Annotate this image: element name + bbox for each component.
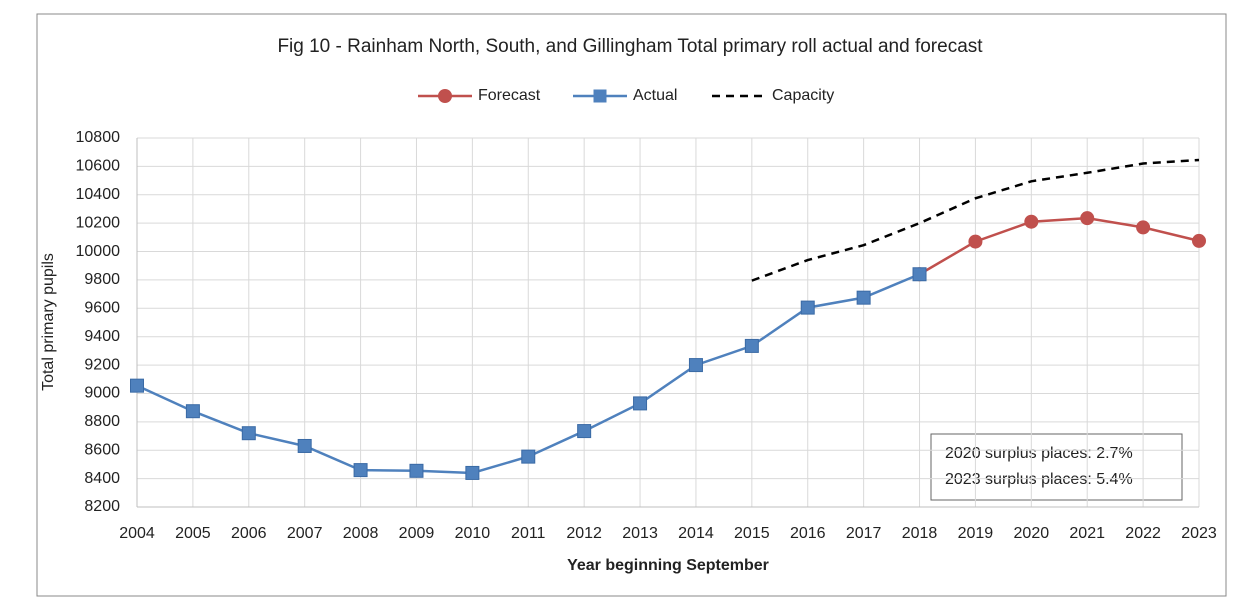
x-tick-label: 2009 bbox=[399, 525, 435, 542]
data-point bbox=[633, 396, 648, 411]
chart-frame bbox=[36, 13, 1227, 597]
x-tick-label: 2021 bbox=[1069, 525, 1105, 542]
data-point bbox=[912, 267, 927, 282]
data-point bbox=[353, 463, 368, 478]
y-tick-label: 9600 bbox=[84, 300, 120, 317]
y-tick-label: 10200 bbox=[76, 214, 121, 231]
data-point bbox=[409, 463, 424, 478]
x-tick-label: 2011 bbox=[511, 525, 546, 542]
x-tick-label: 2013 bbox=[622, 525, 658, 542]
x-tick-label: 2016 bbox=[790, 525, 826, 542]
x-tick-label: 2012 bbox=[566, 525, 602, 542]
data-point bbox=[1136, 220, 1151, 235]
chart-title: Fig 10 - Rainham North, South, and Gilli… bbox=[277, 36, 983, 57]
x-tick-label: 2015 bbox=[734, 525, 770, 542]
x-tick-label: 2020 bbox=[1014, 525, 1050, 542]
y-tick-label: 9800 bbox=[84, 271, 120, 288]
x-tick-label: 2006 bbox=[231, 525, 267, 542]
y-tick-label: 8800 bbox=[84, 413, 120, 430]
y-tick-label: 10000 bbox=[76, 243, 121, 260]
data-point bbox=[185, 404, 200, 419]
data-point bbox=[130, 378, 144, 393]
data-point bbox=[1080, 211, 1095, 226]
data-point bbox=[1192, 233, 1206, 248]
x-tick-label: 2023 bbox=[1181, 525, 1217, 542]
data-point bbox=[800, 300, 815, 315]
data-point bbox=[688, 358, 703, 373]
x-tick-label: 2014 bbox=[678, 525, 714, 542]
x-tick-label: 2007 bbox=[287, 525, 323, 542]
x-tick-label: 2022 bbox=[1125, 525, 1161, 542]
x-tick-label: 2005 bbox=[175, 525, 211, 542]
legend-label: Forecast bbox=[478, 87, 541, 104]
y-tick-label: 8600 bbox=[84, 441, 120, 458]
data-point bbox=[577, 424, 592, 439]
y-axis-label: Total primary pupils bbox=[40, 253, 57, 391]
data-point bbox=[744, 338, 759, 353]
series-line bbox=[751, 158, 1200, 282]
y-tick-label: 10800 bbox=[76, 129, 121, 146]
x-tick-label: 2017 bbox=[846, 525, 882, 542]
legend-label: Actual bbox=[633, 87, 677, 104]
annotation: 2020 surplus places: 2.7% bbox=[945, 445, 1133, 462]
legend-marker bbox=[593, 89, 607, 103]
legend-label: Capacity bbox=[772, 87, 834, 104]
x-tick-label: 2008 bbox=[343, 525, 379, 542]
x-tick-label: 2018 bbox=[902, 525, 938, 542]
x-tick-label: 2019 bbox=[958, 525, 994, 542]
y-tick-label: 8200 bbox=[84, 498, 120, 515]
y-tick-label: 9400 bbox=[84, 328, 120, 345]
data-point bbox=[856, 290, 871, 305]
data-point bbox=[1024, 214, 1039, 229]
annotation: 2023 surplus places: 5.4% bbox=[945, 471, 1133, 488]
data-point bbox=[521, 449, 536, 464]
data-point bbox=[297, 438, 312, 453]
x-tick-label: 2004 bbox=[119, 525, 155, 542]
legend-marker bbox=[438, 89, 452, 103]
y-tick-label: 9000 bbox=[84, 385, 120, 402]
y-tick-label: 10600 bbox=[76, 158, 121, 175]
data-point bbox=[465, 465, 480, 480]
x-axis-label: Year beginning September bbox=[567, 557, 769, 574]
y-tick-label: 10400 bbox=[76, 186, 121, 203]
annotation-box bbox=[930, 433, 1183, 501]
y-tick-label: 8400 bbox=[84, 470, 120, 487]
data-point bbox=[968, 234, 983, 249]
x-tick-label: 2010 bbox=[455, 525, 491, 542]
data-point bbox=[241, 426, 256, 441]
y-tick-label: 9200 bbox=[84, 356, 120, 373]
series-line bbox=[918, 216, 1200, 276]
